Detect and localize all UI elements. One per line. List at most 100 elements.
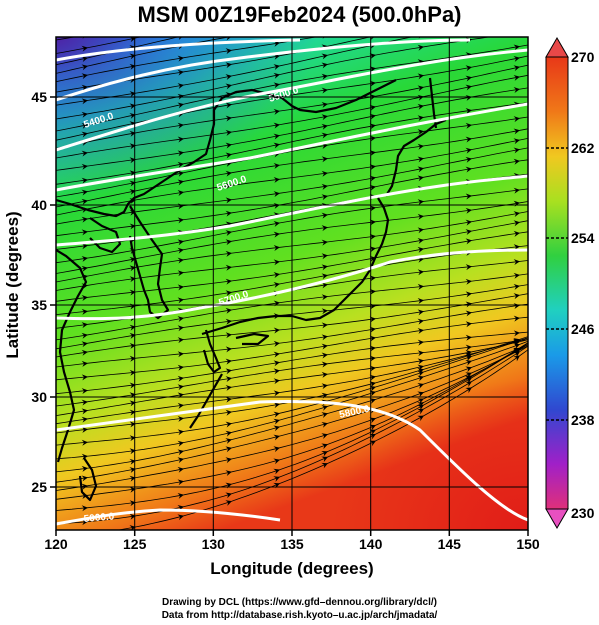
streamline-arrow	[417, 246, 424, 253]
contour-5400	[56, 38, 471, 102]
streamline-arrow	[465, 350, 472, 356]
streamline-arrow	[465, 372, 472, 378]
coastline-kyushu	[202, 329, 222, 374]
streamline-arrow	[369, 424, 376, 431]
streamline-arrow	[273, 434, 280, 441]
streamline-arrow	[129, 421, 136, 428]
x-tick-120: 120	[44, 536, 68, 552]
streamline-arrow	[417, 404, 424, 411]
streamline-arrow	[225, 170, 232, 177]
streamline-arrow	[465, 377, 472, 384]
streamline-arrow	[129, 157, 136, 164]
streamline-arrow	[321, 412, 328, 418]
streamline-arrow	[513, 293, 520, 300]
streamline-arrow	[81, 131, 88, 138]
streamline-arrow	[130, 24, 137, 31]
streamline-arrow	[273, 282, 280, 288]
streamline-arrow	[129, 342, 136, 349]
streamline-arrow	[465, 301, 472, 308]
streamline-arrow	[417, 283, 424, 290]
streamline-arrow	[321, 239, 328, 246]
streamline-arrow	[417, 375, 424, 382]
streamline-arrow	[513, 330, 520, 337]
streamline-arrow	[466, 23, 473, 30]
streamline-arrow	[513, 351, 520, 358]
streamline-arrow	[513, 65, 520, 72]
streamline-arrow	[417, 358, 424, 365]
streamline-arrow	[273, 133, 280, 140]
streamline-arrow	[321, 371, 328, 378]
streamline-arrow	[225, 142, 232, 149]
streamline-arrow	[273, 244, 280, 251]
streamline-arrow	[274, 12, 281, 19]
streamline-arrow	[417, 391, 424, 398]
streamline-arrow	[369, 288, 376, 295]
streamline-arrow	[369, 365, 376, 372]
streamline-arrow	[225, 376, 232, 383]
axis-ticks	[50, 96, 529, 536]
streamline-arrow	[417, 318, 424, 325]
streamline-arrow	[466, 11, 473, 18]
streamline-arrow	[225, 318, 232, 325]
streamline-arrow	[225, 183, 232, 190]
streamline-arrow	[81, 453, 88, 460]
streamline-arrow	[273, 418, 280, 425]
streamline-arrow	[465, 136, 472, 143]
streamline-arrow	[177, 217, 184, 224]
streamline-arrow	[417, 364, 424, 371]
streamline-arrow	[321, 450, 328, 457]
streamline-arrow	[177, 466, 184, 473]
streamline-arrow	[81, 360, 88, 367]
streamline-arrow	[513, 158, 520, 165]
streamline-arrow	[129, 91, 136, 98]
streamline-arrow	[177, 179, 184, 186]
streamline-arrow	[465, 193, 472, 200]
streamline-arrow	[513, 74, 520, 81]
streamline-arrow	[273, 476, 280, 482]
streamline-arrow	[177, 122, 184, 129]
streamline-arrow	[465, 334, 472, 341]
streamline-arrow	[417, 143, 424, 150]
streamline-arrow	[273, 202, 280, 209]
streamline-arrow	[273, 231, 280, 238]
x-tick-150: 150	[516, 536, 540, 552]
streamline-arrow	[129, 513, 136, 520]
streamline-arrow	[177, 449, 184, 456]
colorbar: 270 262 254 246 238 230	[545, 37, 595, 529]
streamline-arrow	[177, 337, 184, 344]
streamline-arrow	[465, 359, 472, 366]
streamline-arrow	[273, 446, 280, 453]
x-tick-labels: 120 125 130 135 140 145 150	[44, 536, 540, 552]
streamline-arrow	[513, 272, 520, 279]
streamline-arrow	[177, 415, 184, 422]
streamline-arrow	[177, 384, 184, 391]
streamline-arrow	[321, 156, 328, 163]
streamline-arrow	[513, 87, 520, 93]
streamline-arrow	[417, 44, 424, 51]
streamline-arrow	[321, 225, 328, 232]
streamline-arrow	[465, 229, 472, 236]
streamline-arrow	[81, 229, 88, 236]
streamline-arrow	[225, 492, 232, 499]
streamline-arrow	[369, 275, 376, 282]
streamline-arrow	[81, 150, 88, 157]
streamline-arrow	[369, 434, 376, 440]
streamline-arrow	[321, 53, 328, 60]
contour-5300	[56, 38, 301, 62]
streamline-arrow	[417, 73, 424, 80]
streamline-arrow	[177, 364, 184, 371]
streamline-arrow	[225, 250, 232, 257]
streamline-arrow	[273, 272, 280, 278]
streamline-arrow	[129, 448, 136, 455]
streamline-arrow	[369, 150, 376, 157]
streamline-arrow	[273, 425, 280, 432]
streamline-arrow	[513, 138, 520, 145]
streamline-arrow	[274, 25, 281, 32]
streamline-arrow	[225, 278, 232, 285]
streamline-arrow	[369, 429, 376, 436]
streamline-arrow	[225, 482, 232, 489]
streamline-arrow	[225, 48, 232, 55]
streamline-arrow	[81, 408, 88, 415]
streamline-arrow	[273, 351, 280, 358]
streamline-arrow	[465, 122, 472, 129]
